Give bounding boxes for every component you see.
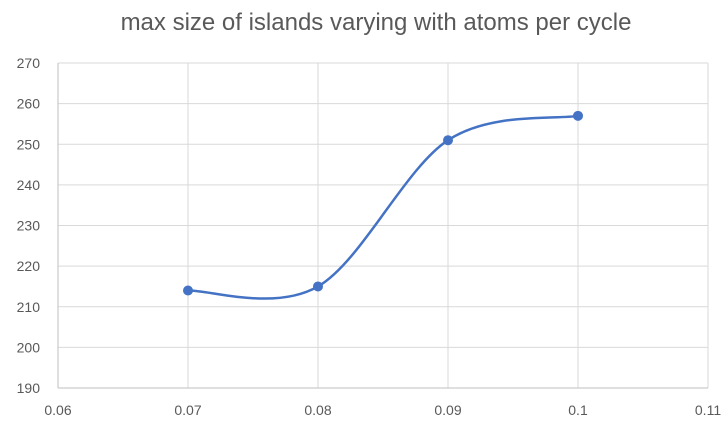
data-point — [183, 285, 193, 296]
x-tick-label: 0.08 — [304, 402, 331, 418]
x-tick-label: 0.11 — [695, 402, 721, 418]
x-tick-label: 0.1 — [568, 402, 588, 418]
y-tick-label: 270 — [17, 55, 41, 71]
axes — [57, 63, 708, 389]
chart-title: max size of islands varying with atoms p… — [121, 9, 632, 36]
y-tick-label: 240 — [17, 177, 41, 193]
series-layer — [183, 110, 583, 300]
data-point — [313, 281, 323, 292]
tick-labels: 190 200 210 220 230 240 250 260 270 0.06 0.07 0.08 0… — [17, 55, 722, 418]
y-tick-label: 200 — [17, 339, 41, 355]
y-tick-label: 190 — [17, 380, 41, 396]
y-tick-label: 210 — [17, 299, 41, 315]
data-point — [573, 110, 583, 121]
x-tick-label: 0.06 — [44, 402, 71, 418]
x-tick-label: 0.09 — [434, 402, 461, 418]
y-tick-label: 250 — [17, 136, 41, 152]
series-line — [186, 114, 580, 300]
data-point — [443, 135, 453, 146]
y-tick-label: 260 — [17, 96, 41, 112]
gridlines — [58, 62, 709, 388]
y-tick-label: 220 — [17, 258, 41, 274]
x-tick-label: 0.07 — [174, 402, 201, 418]
y-tick-label: 230 — [17, 218, 41, 234]
